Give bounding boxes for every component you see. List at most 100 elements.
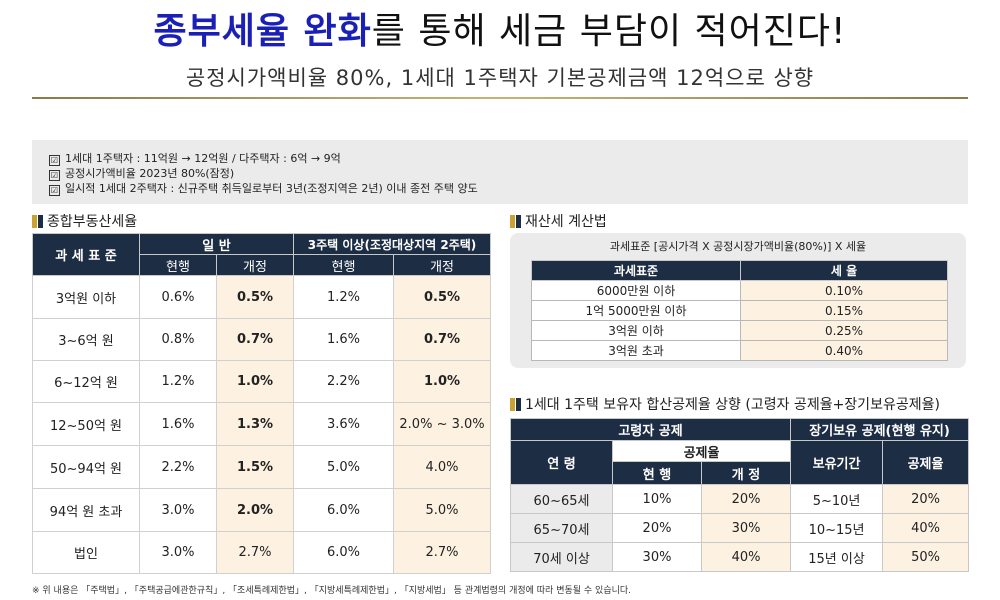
multi-revised-cell: 2.7% [393, 531, 492, 574]
col-header-basis: 과 세 표 준 [32, 233, 140, 276]
table-row: 3~6억 원 0.8% 0.7% 1.6% 0.7% [32, 318, 492, 361]
age-cell: 60~65세 [510, 484, 613, 514]
col-header-period: 보유기간 [790, 440, 884, 485]
current-rate-cell: 10% [612, 484, 702, 514]
table-row: 94억 원 초과 3.0% 2.0% 6.0% 5.0% [32, 488, 492, 532]
section-marker-icon [516, 398, 521, 411]
col-header-general: 일 반 [138, 233, 295, 255]
current-rate-cell: 20% [612, 513, 702, 543]
col-header-rate: 공제율 [611, 440, 792, 462]
col-header-elderly: 고령자 공제 [509, 418, 792, 441]
page-title: 종부세율 완화를 통해 세금 부담이 적어진다! [0, 8, 1000, 56]
revised-rate-cell: 30% [700, 513, 792, 543]
multi-revised-cell: 0.5% [393, 275, 492, 319]
current-rate-cell: 30% [612, 542, 702, 572]
table-row: 50~94억 원 2.2% 1.5% 5.0% 4.0% [32, 445, 492, 489]
rate-cell: 0.40% [740, 340, 948, 361]
multi-current-cell: 1.6% [293, 318, 395, 361]
basis-cell: 6000만원 이하 [531, 280, 741, 301]
multi-current-cell: 6.0% [293, 488, 395, 532]
lt-rate-cell: 50% [882, 542, 970, 572]
title-highlight: 종부세율 완화 [153, 11, 372, 52]
section-title-text: 재산세 계산법 [525, 214, 607, 230]
general-current-cell: 3.0% [139, 488, 217, 532]
table-row: 1억 5000만원 이하 0.15% [531, 300, 948, 321]
section-marker-icon [516, 215, 521, 228]
notes-box: ☑ 1세대 1주택자 : 11억원 → 12억원 / 다주택자 : 6억 → 9억… [32, 140, 968, 204]
comprehensive-tax-table: 과 세 표 준 일 반 3주택 이상(조정대상지역 2주택) 현행 개정 현행 … [32, 233, 492, 574]
col-header-revised: 개정 [393, 254, 492, 276]
general-revised-cell: 1.3% [215, 402, 295, 446]
table-row: 법인 3.0% 2.7% 6.0% 2.7% [32, 531, 492, 574]
section-marker-icon [510, 215, 515, 228]
multi-revised-cell: 4.0% [393, 445, 492, 489]
basis-cell: 법인 [32, 531, 140, 574]
general-current-cell: 3.0% [139, 531, 217, 574]
page-subtitle: 공정시가액비율 80%, 1세대 1주택자 기본공제금액 12억으로 상향 [185, 66, 815, 90]
revised-rate-cell: 40% [700, 542, 792, 572]
basis-cell: 94억 원 초과 [32, 488, 140, 532]
section-marker-icon [38, 215, 43, 228]
basis-cell: 3억원 이하 [32, 275, 140, 319]
rate-cell: 0.25% [740, 320, 948, 341]
lt-rate-cell: 40% [882, 513, 970, 543]
general-revised-cell: 1.0% [215, 360, 295, 403]
table-row: 3억원 이하 0.6% 0.5% 1.2% 0.5% [32, 275, 492, 319]
table-row: 3억원 이하 0.25% [531, 320, 948, 341]
footer-disclaimer: ※ 위 내용은 「주택법」, 「주택공급에관한규칙」, 「조세특례제한법」, 「… [32, 586, 632, 596]
col-header-rate: 세 율 [740, 260, 948, 281]
basis-cell: 12~50억 원 [32, 402, 140, 446]
rate-cell: 0.10% [740, 280, 948, 301]
section-title-deduction: 1세대 1주택 보유자 합산공제율 상향 (고령자 공제율+장기보유공제율) [510, 394, 940, 414]
col-header-revised: 개 정 [700, 461, 792, 485]
col-header-revised: 개정 [215, 254, 295, 276]
section-title-text: 1세대 1주택 보유자 합산공제율 상향 (고령자 공제율+장기보유공제율) [525, 397, 940, 413]
note-item: ☑ 공정시가액비율 2023년 80%(잠정) [49, 165, 234, 181]
revised-rate-cell: 20% [700, 484, 792, 514]
col-header-basis: 과세표준 [531, 260, 741, 281]
multi-revised-cell: 0.7% [393, 318, 492, 361]
note-text: 일시적 1세대 2주택자 : 신규주택 취득일로부터 3년(조정지역은 2년) … [65, 182, 478, 195]
age-cell: 70세 이상 [510, 542, 613, 572]
multi-revised-cell: 5.0% [393, 488, 492, 532]
multi-current-cell: 1.2% [293, 275, 395, 319]
period-cell: 10~15년 [790, 513, 884, 543]
section-title-comprehensive-tax: 종합부동산세율 [32, 211, 137, 231]
multi-current-cell: 2.2% [293, 360, 395, 403]
table-row: 12~50억 원 1.6% 1.3% 3.6% 2.0% ~ 3.0% [32, 402, 492, 446]
lt-rate-cell: 20% [882, 484, 970, 514]
age-cell: 65~70세 [510, 513, 613, 543]
note-item: ☑ 1세대 1주택자 : 11억원 → 12억원 / 다주택자 : 6억 → 9억 [49, 150, 341, 166]
deduction-table: 고령자 공제 장기보유 공제(현행 유지) 연 령 공제율 보유기간 공제율 현… [509, 418, 970, 572]
table-row: 65~70세 20% 30% 10~15년 40% [510, 513, 970, 543]
checkbox-icon: ☑ [49, 170, 60, 181]
general-current-cell: 0.6% [139, 275, 217, 319]
note-item: ☑ 일시적 1세대 2주택자 : 신규주택 취득일로부터 3년(조정지역은 2년)… [49, 180, 478, 196]
property-tax-formula: 과세표준 [공시가격 X 공정시장가액비율(80%)] X 세율 [609, 240, 867, 253]
section-marker-icon [32, 215, 37, 228]
basis-cell: 50~94억 원 [32, 445, 140, 489]
period-cell: 15년 이상 [790, 542, 884, 572]
checkbox-icon: ☑ [49, 185, 60, 196]
general-revised-cell: 2.0% [215, 488, 295, 532]
period-cell: 5~10년 [790, 484, 884, 514]
basis-cell: 3~6억 원 [32, 318, 140, 361]
general-current-cell: 1.2% [139, 360, 217, 403]
table-row: 70세 이상 30% 40% 15년 이상 50% [510, 542, 970, 572]
checkbox-icon: ☑ [49, 155, 60, 166]
property-tax-table: 과세표준 세 율 6000만원 이하 0.10% 1억 5000만원 이하 0.… [531, 260, 948, 361]
basis-cell: 3억원 초과 [531, 340, 741, 361]
col-header-current: 현행 [293, 254, 395, 276]
general-revised-cell: 0.5% [215, 275, 295, 319]
col-header-long-term: 장기보유 공제(현행 유지) [790, 418, 970, 441]
section-marker-icon [510, 398, 515, 411]
section-title-text: 종합부동산세율 [47, 214, 138, 230]
section-title-property-tax: 재산세 계산법 [510, 211, 607, 231]
general-revised-cell: 2.7% [215, 531, 295, 574]
col-header-current: 현 행 [612, 461, 702, 485]
table-row: 3억원 초과 0.40% [531, 340, 948, 361]
header-divider [32, 97, 968, 99]
basis-cell: 1억 5000만원 이하 [531, 300, 741, 321]
general-current-cell: 1.6% [139, 402, 217, 446]
col-header-multi: 3주택 이상(조정대상지역 2주택) [293, 233, 492, 255]
